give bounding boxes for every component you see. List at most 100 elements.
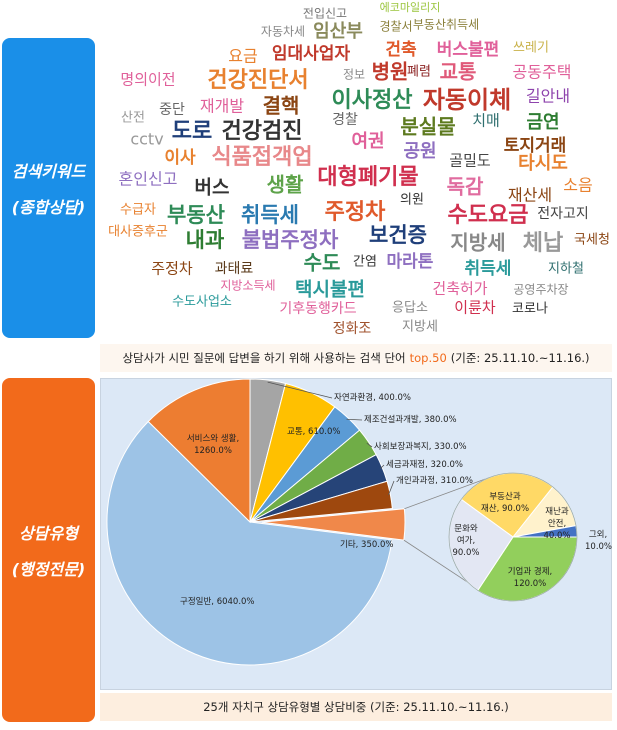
keyword: 취득세	[465, 258, 512, 279]
label-category: 구정일반	[180, 597, 212, 607]
keyword: 병원	[372, 60, 409, 84]
data-label: 개인과과정, 310.0%	[396, 475, 473, 487]
keyword: 체납	[523, 231, 563, 256]
label-value: 40.0%	[543, 531, 571, 541]
keyword: 공원	[403, 141, 436, 162]
connector-line	[404, 477, 490, 510]
caption-text: 상담사가 시민 질문에 답변을 하기 위해 사용하는 검색 단어	[122, 351, 406, 365]
leader-line	[388, 480, 395, 496]
data-label: 서비스와 생활, 1260.0%	[174, 433, 252, 457]
pie-slice	[147, 378, 251, 524]
keyword: 토지거래	[504, 136, 567, 156]
keyword: 수급자	[120, 203, 156, 218]
keyword: 소음	[563, 176, 592, 195]
leader-line	[267, 381, 333, 399]
label-separator: ,	[428, 442, 435, 452]
keyword: 임대사업자	[272, 43, 351, 64]
keyword: 정화조	[333, 321, 372, 337]
keyword: 정보	[343, 68, 365, 82]
keyword: 버스	[195, 177, 230, 199]
keyword: 응답소	[392, 301, 428, 316]
label-category: 그외	[588, 530, 605, 540]
label-separator: ,	[425, 460, 431, 470]
keyword: 교통	[440, 60, 477, 84]
keyword: 택시불편	[295, 279, 365, 301]
keyword: 지하철	[548, 262, 584, 277]
keyword: 마라톤	[387, 252, 434, 272]
keyword: 공영주차장	[513, 283, 568, 297]
label-value: 10.0%	[585, 542, 613, 552]
keyword: 경찰	[332, 112, 358, 128]
label-separator: ,	[418, 415, 425, 425]
keyword: 결핵	[263, 94, 300, 118]
data-label: 재난과 안전, 40.0%	[539, 506, 575, 542]
label-separator: ,	[373, 393, 379, 403]
panel-label: (행정전문)	[11, 560, 86, 579]
keyword: 전자고지	[537, 206, 589, 222]
pie-slice	[249, 480, 393, 523]
label-separator: ,	[563, 519, 567, 529]
keyword: 취득세	[241, 203, 299, 227]
label-category: 제조건설과개발	[364, 415, 419, 425]
data-label: 교통, 610.0%	[287, 426, 340, 438]
label-category: 재난과 안전	[545, 507, 569, 529]
type-panel: 상담유형 (행정전문)	[2, 378, 95, 722]
keyword: 경찰서	[379, 20, 412, 34]
keyword-panel: 검색키워드 (종합상담)	[2, 38, 95, 338]
pie-slice	[106, 420, 393, 666]
label-value: 90.0%	[502, 504, 530, 514]
keyword: 건강검진	[222, 119, 303, 144]
data-label: 문화와 여가, 90.0%	[444, 523, 488, 559]
label-category: 교통	[287, 427, 303, 437]
keyword: 에코마일리지	[380, 0, 441, 14]
label-category: 세금과재정	[386, 460, 426, 470]
keyword: 생활	[267, 173, 304, 197]
keyword: 기후동행카드	[279, 301, 356, 317]
keyword: 분실물	[400, 115, 455, 139]
keyword: 공동주택	[513, 63, 572, 82]
label-value: 320.0%	[430, 460, 463, 470]
keyword: 수도	[304, 251, 341, 275]
keyword: 독감	[447, 175, 484, 199]
label-category: 부동산과 재산	[480, 492, 521, 514]
keyword: 부동산취득세	[413, 18, 479, 32]
data-label: 부동산과 재산, 90.0%	[480, 491, 530, 515]
keyword: cctv	[130, 130, 163, 149]
keyword: 금연	[526, 112, 559, 133]
label-value: 310.0%	[440, 476, 473, 486]
label-separator: ,	[604, 530, 608, 540]
keyword: 재개발	[200, 97, 244, 116]
label-value: 610.0%	[308, 427, 341, 437]
label-value: 380.0%	[424, 415, 457, 425]
keyword: 내과	[186, 228, 225, 252]
label-separator: ,	[302, 427, 309, 437]
data-label: 기업과 경제, 120.0%	[505, 566, 555, 590]
label-separator: ,	[211, 597, 217, 607]
keyword: 의원	[400, 193, 424, 208]
leader-line	[366, 442, 373, 448]
keyword: 건축	[385, 40, 417, 60]
label-category: 사회보장과복지	[374, 442, 429, 452]
label-category: 기타	[340, 540, 356, 550]
data-label: 세금과재정, 320.0%	[386, 459, 463, 471]
data-label: 기타, 350.0%	[340, 539, 393, 551]
keyword: 중단	[159, 102, 185, 118]
label-value: 90.0%	[452, 548, 480, 558]
caption-period: (기준: 25.11.10.~11.16.)	[450, 351, 590, 365]
label-separator: ,	[549, 567, 553, 577]
keyword: 주정차	[325, 200, 386, 225]
data-label: 자연과환경, 400.0%	[334, 392, 411, 404]
leader-line	[380, 464, 385, 469]
keyword: 이사	[164, 148, 196, 168]
keyword: 코로나	[512, 302, 548, 317]
label-value: 1260.0%	[194, 446, 232, 456]
label-value: 350.0%	[361, 540, 394, 550]
keyword: 산전	[121, 111, 145, 126]
keyword: 보건증	[369, 223, 427, 247]
data-label: 사회보장과복지, 330.0%	[374, 441, 467, 453]
label-value: 6040.0%	[216, 597, 255, 607]
keyword: 전입신고	[303, 7, 347, 21]
keyword: 요금	[228, 47, 257, 66]
